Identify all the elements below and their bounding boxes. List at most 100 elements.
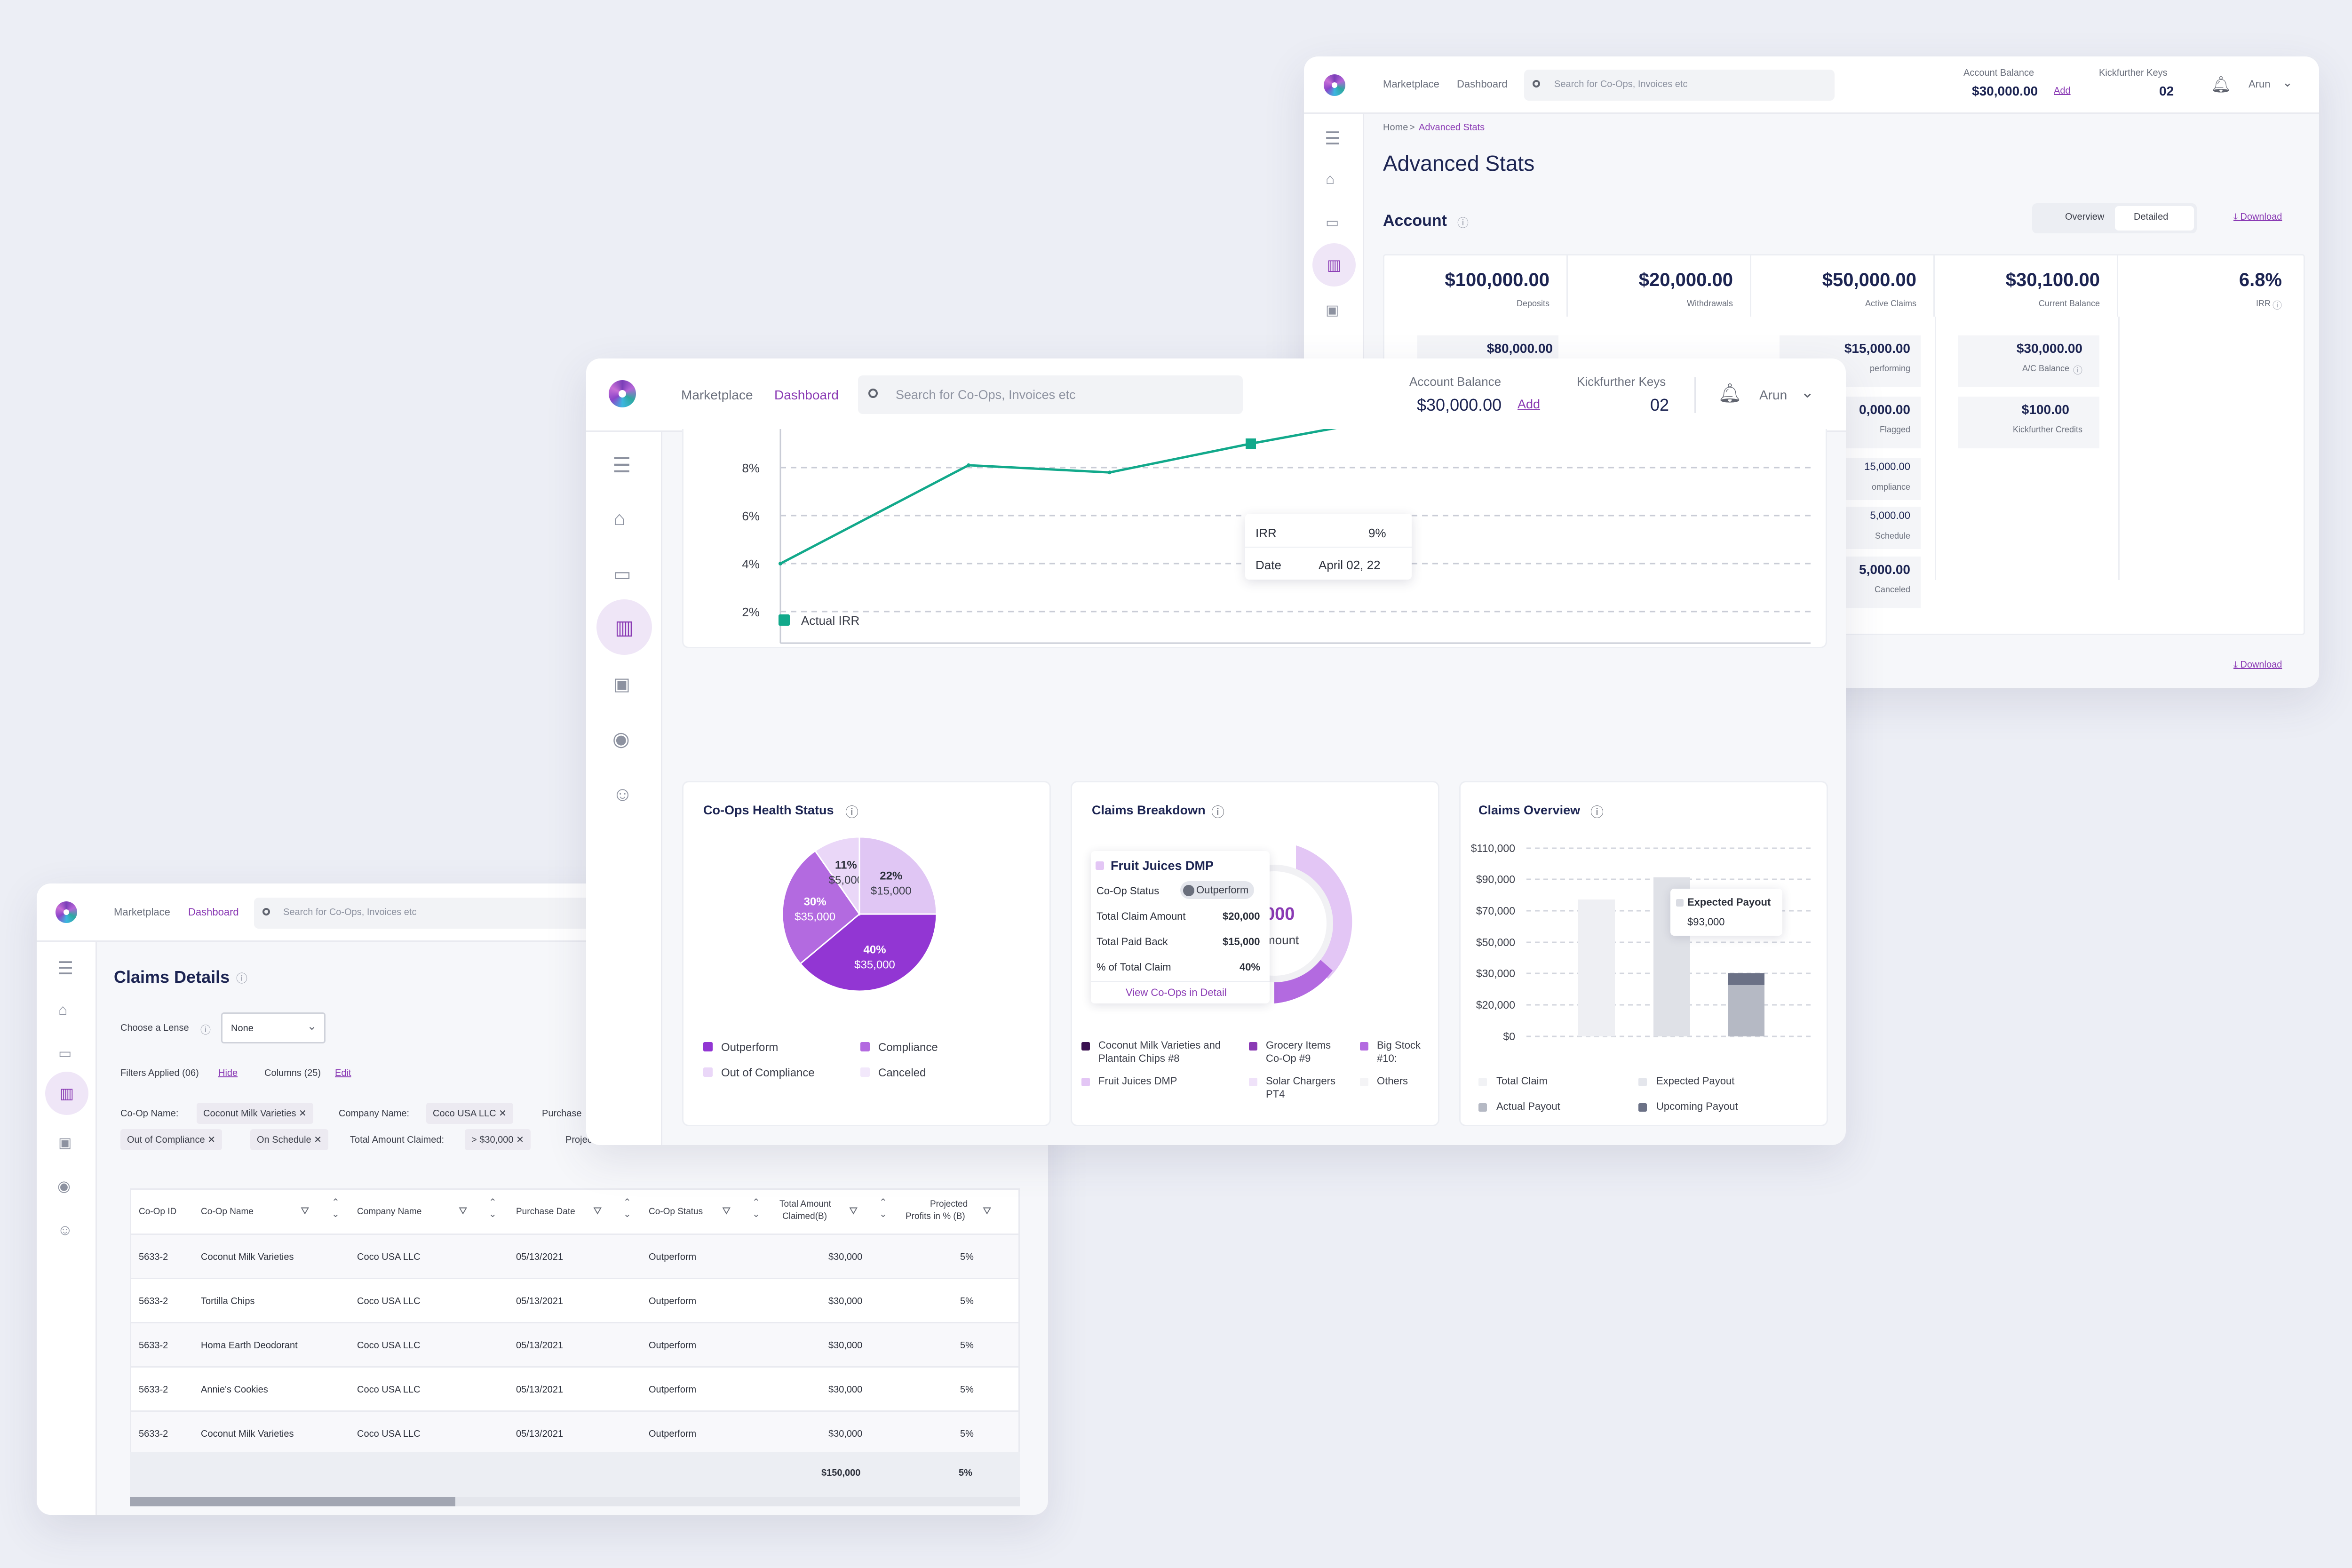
menu-icon[interactable]: ☰ [612, 454, 631, 477]
toggle-detailed[interactable]: Detailed [2115, 206, 2194, 231]
edit-columns-link[interactable]: Edit [335, 1068, 351, 1078]
filter-icon[interactable]: ⛛ [459, 1205, 468, 1217]
filter-chip[interactable]: Coco USA LLC ✕ [426, 1103, 513, 1124]
search-input[interactable]: Search for Co-Ops, Invoices etc [858, 375, 1243, 414]
sort-icon[interactable]: ⌃ ⌄ [752, 1197, 760, 1219]
filter-chip[interactable]: Out of Compliance ✕ [120, 1129, 222, 1150]
filter-chip[interactable]: Coconut Milk Varieties ✕ [197, 1103, 313, 1124]
legend-swatch [1249, 1078, 1257, 1086]
breakdown-popover: Fruit Juices DMP Co-Op Status Outperform… [1091, 851, 1270, 1003]
home-icon[interactable]: ⌂ [613, 507, 626, 529]
bar-upcoming-payout [1728, 973, 1764, 985]
user-circle-icon[interactable]: ◉ [57, 1178, 71, 1194]
nav-dashboard[interactable]: Dashboard [1457, 78, 1508, 90]
add-funds-link[interactable]: Add [2054, 86, 2071, 96]
nav-marketplace[interactable]: Marketplace [1383, 78, 1439, 90]
bar-chart-icon[interactable]: ▥ [596, 599, 652, 655]
breadcrumb-home[interactable]: Home [1383, 122, 1408, 133]
download-link-bottom[interactable]: ⤓ Download [2233, 660, 2282, 670]
legend-swatch [703, 1067, 713, 1077]
bar-chart-icon[interactable]: ▥ [45, 1072, 88, 1115]
col-header: Co-Op ID [139, 1207, 177, 1217]
menu-icon[interactable]: ☰ [1325, 129, 1341, 149]
table-total-row: $150,000 5% [130, 1452, 1020, 1497]
logo[interactable] [56, 901, 77, 923]
sort-icon[interactable]: ⌃ ⌄ [879, 1197, 887, 1219]
filter-icon[interactable]: ⛛ [983, 1205, 992, 1217]
bell-icon[interactable]: 🔔︎ [2211, 76, 2232, 94]
search-input[interactable]: Search for Co-Ops, Invoices etc [1524, 70, 1835, 101]
chevron-down-icon[interactable]: ⌄ [2282, 75, 2293, 89]
filter-icon[interactable]: ⛛ [722, 1205, 731, 1217]
nav-dashboard[interactable]: Dashboard [188, 906, 239, 918]
table-row[interactable]: 5633-2 Tortilla Chips Coco USA LLC 05/13… [131, 1279, 1018, 1323]
briefcase-icon[interactable]: ▭ [58, 1046, 72, 1061]
close-icon[interactable]: ✕ [207, 1135, 215, 1145]
sort-icon[interactable]: ⌃ ⌄ [623, 1197, 631, 1219]
filter-icon[interactable]: ⛛ [849, 1205, 858, 1217]
briefcase-icon[interactable]: ▭ [613, 564, 631, 585]
table-row[interactable]: 5633-2 Homa Earth Deodorant Coco USA LLC… [131, 1323, 1018, 1368]
filter-icon[interactable]: ⛛ [593, 1205, 602, 1217]
toggle-overview[interactable]: Overview [2065, 212, 2105, 222]
download-link[interactable]: ⤓ Download [2233, 212, 2282, 222]
cards-icon[interactable]: ▣ [58, 1135, 72, 1151]
chip-label: Coconut Milk Varieties [203, 1108, 296, 1119]
breadcrumb-current[interactable]: Advanced Stats [1419, 122, 1485, 133]
filter-label: Company Name: [339, 1108, 410, 1119]
sort-icon[interactable]: ⌃ ⌄ [489, 1197, 497, 1219]
scrollbar-thumb[interactable] [130, 1497, 455, 1506]
search-input[interactable]: Search for Co-Ops, Invoices etc [254, 898, 602, 929]
nav-marketplace[interactable]: Marketplace [114, 906, 170, 918]
logo[interactable] [609, 380, 636, 407]
home-icon[interactable]: ⌂ [58, 1001, 68, 1018]
legend-label: #10: [1377, 1052, 1397, 1064]
table-row[interactable]: 5633-2 Annie's Cookies Coco USA LLC 05/1… [131, 1368, 1018, 1412]
briefcase-icon[interactable]: ▭ [1326, 215, 1339, 231]
close-icon[interactable]: ✕ [516, 1135, 524, 1145]
menu-icon[interactable]: ☰ [57, 959, 74, 979]
kpi-2: $20,000.00 Withdrawals [1568, 255, 1751, 317]
user-circle-icon[interactable]: ◉ [612, 728, 630, 750]
y-tick-label: $110,000 [1471, 842, 1515, 854]
filter-label: Purchase [542, 1108, 582, 1119]
info-icon: ⓘ [1211, 805, 1225, 820]
home-icon[interactable]: ⌂ [1326, 170, 1335, 187]
nav-marketplace[interactable]: Marketplace [681, 388, 753, 402]
close-icon[interactable]: ✕ [314, 1135, 322, 1145]
sort-icon[interactable]: ⌃ ⌄ [332, 1197, 340, 1219]
filter-icon[interactable]: ⛛ [301, 1205, 310, 1217]
search-icon [1533, 80, 1540, 88]
stat-divider [2118, 317, 2120, 580]
logo[interactable] [1324, 74, 1345, 96]
view-details-link[interactable]: View Co-Ops in Detail [1126, 987, 1227, 998]
cards-icon[interactable]: ▣ [613, 675, 630, 694]
hide-filters-link[interactable]: Hide [218, 1068, 238, 1078]
legend-swatch [1360, 1042, 1368, 1051]
bar-chart-icon[interactable]: ▥ [1312, 243, 1356, 287]
cell-id: 5633-2 [139, 1340, 168, 1351]
user-name[interactable]: Arun [1759, 388, 1788, 402]
kpi-label: IRR [2256, 299, 2271, 308]
smile-icon[interactable]: ☺ [57, 1221, 73, 1238]
bell-icon[interactable]: 🔔︎ [1718, 383, 1742, 404]
smile-icon[interactable]: ☺ [612, 783, 633, 805]
y-tick-label: $20,000 [1476, 999, 1515, 1011]
lense-select[interactable]: None ⌄ [221, 1012, 326, 1043]
table-row[interactable]: 5633-2 Coconut Milk Varieties Coco USA L… [131, 1235, 1018, 1279]
chevron-down-icon[interactable]: ⌄ [1801, 383, 1814, 401]
nav-dashboard[interactable]: Dashboard [774, 388, 839, 402]
chip-label: On Schedule [257, 1135, 311, 1145]
table-row[interactable]: 5633-2 Coconut Milk Varieties Coco USA L… [131, 1412, 1018, 1456]
slice-percent-label: 22% [880, 870, 902, 883]
horizontal-scrollbar[interactable] [130, 1497, 1020, 1506]
cards-icon[interactable]: ▣ [1326, 302, 1339, 318]
legend-swatch [1638, 1078, 1647, 1086]
close-icon[interactable]: ✕ [499, 1108, 507, 1119]
filter-chip[interactable]: > $30,000 ✕ [465, 1129, 531, 1150]
filter-chip[interactable]: On Schedule ✕ [250, 1129, 328, 1150]
add-funds-link[interactable]: Add [1518, 397, 1541, 411]
user-name[interactable]: Arun [2249, 78, 2271, 90]
close-icon[interactable]: ✕ [299, 1108, 307, 1119]
legend-swatch [860, 1067, 870, 1077]
